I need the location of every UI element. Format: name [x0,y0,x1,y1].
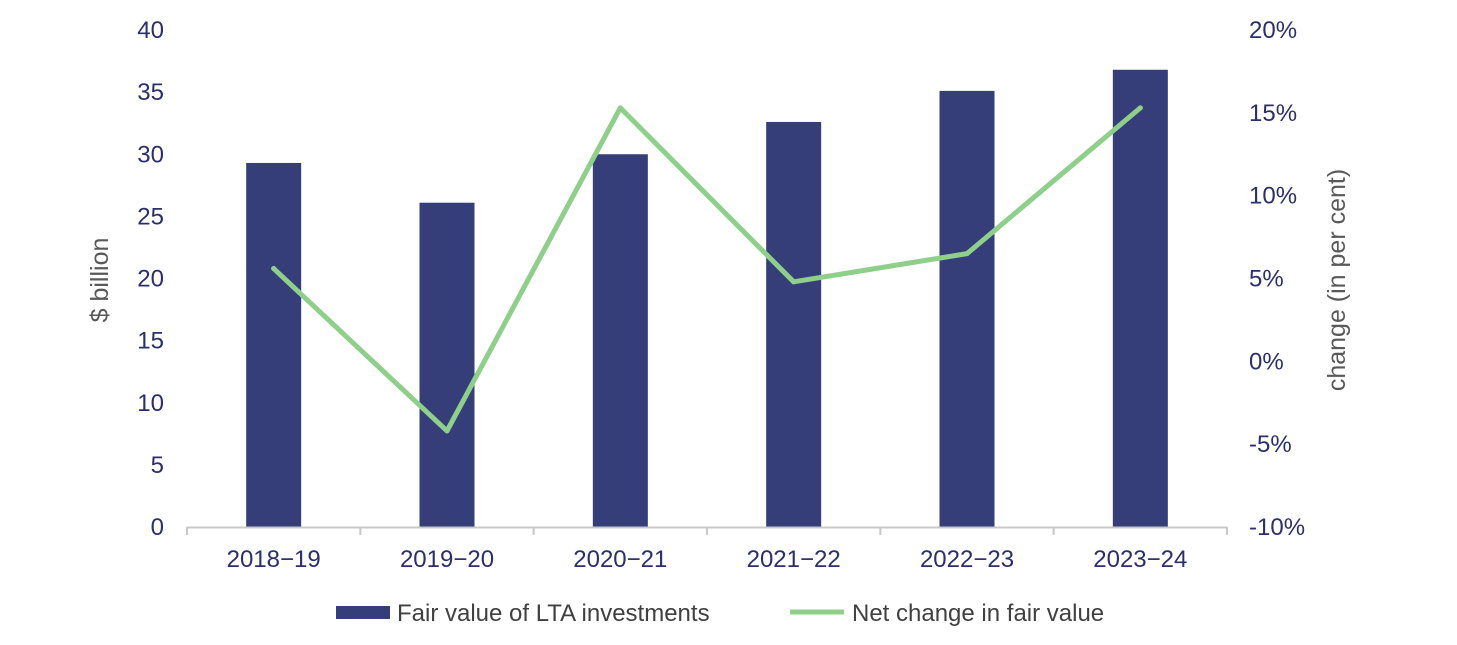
y-tick-label: 30 [137,141,164,168]
bar [592,154,648,527]
y-tick-label: 40 [137,17,164,44]
line-point [791,279,797,285]
y-tick-label: 20 [137,266,164,293]
bar [246,162,302,527]
bar [419,202,475,527]
x-tick-label: 2018−19 [227,546,321,573]
y-tick-label: 0 [151,514,164,541]
x-tick-label: 2019−20 [400,546,494,573]
x-tick-label: 2023−24 [1093,546,1187,573]
bar [766,121,822,527]
y-tick-label: 15 [137,328,164,355]
line-point [617,105,623,111]
y2-tick-label: 0% [1249,348,1284,375]
y2-tick-label: 10% [1249,183,1297,210]
line-point [964,251,970,257]
y2-tick-label: 5% [1249,266,1284,293]
y-tick-label: 10 [137,390,164,417]
legend-bar-swatch [336,606,390,619]
line-point [271,266,277,272]
x-tick-label: 2020−21 [573,546,667,573]
legend-bar-label: Fair value of LTA investments [397,600,710,627]
line-series [271,105,1143,434]
y-tick-label: 25 [137,203,164,230]
y-tick-label: 35 [137,79,164,106]
y-axis-title: $ billion [86,238,114,323]
y2-axis-title: change (in per cent) [1323,169,1351,391]
x-tick-label: 2021−22 [747,546,841,573]
y2-tick-label: -5% [1249,431,1292,458]
bar [1112,69,1168,527]
line-point [1137,105,1143,111]
bar [939,90,995,527]
series-line [271,105,1143,434]
line-point [444,428,450,434]
y-tick-label: 5 [151,452,164,479]
right-axis: -10% -5% 0% 5% 10% 15% 20% [1249,17,1305,541]
y2-tick-label: 15% [1249,100,1297,127]
y2-tick-label: 20% [1249,17,1297,44]
left-axis: 0 5 10 15 20 25 30 35 40 [137,17,164,541]
bar-series [246,69,1168,527]
legend-line-label: Net change in fair value [852,600,1104,627]
x-tick-label: 2022−23 [920,546,1014,573]
legend: Fair value of LTA investments Net change… [336,600,1104,627]
y2-tick-label: -10% [1249,514,1305,541]
x-axis: 2018−19 2019−20 2020−21 2021−22 2022−23 2023−… [186,527,1228,573]
